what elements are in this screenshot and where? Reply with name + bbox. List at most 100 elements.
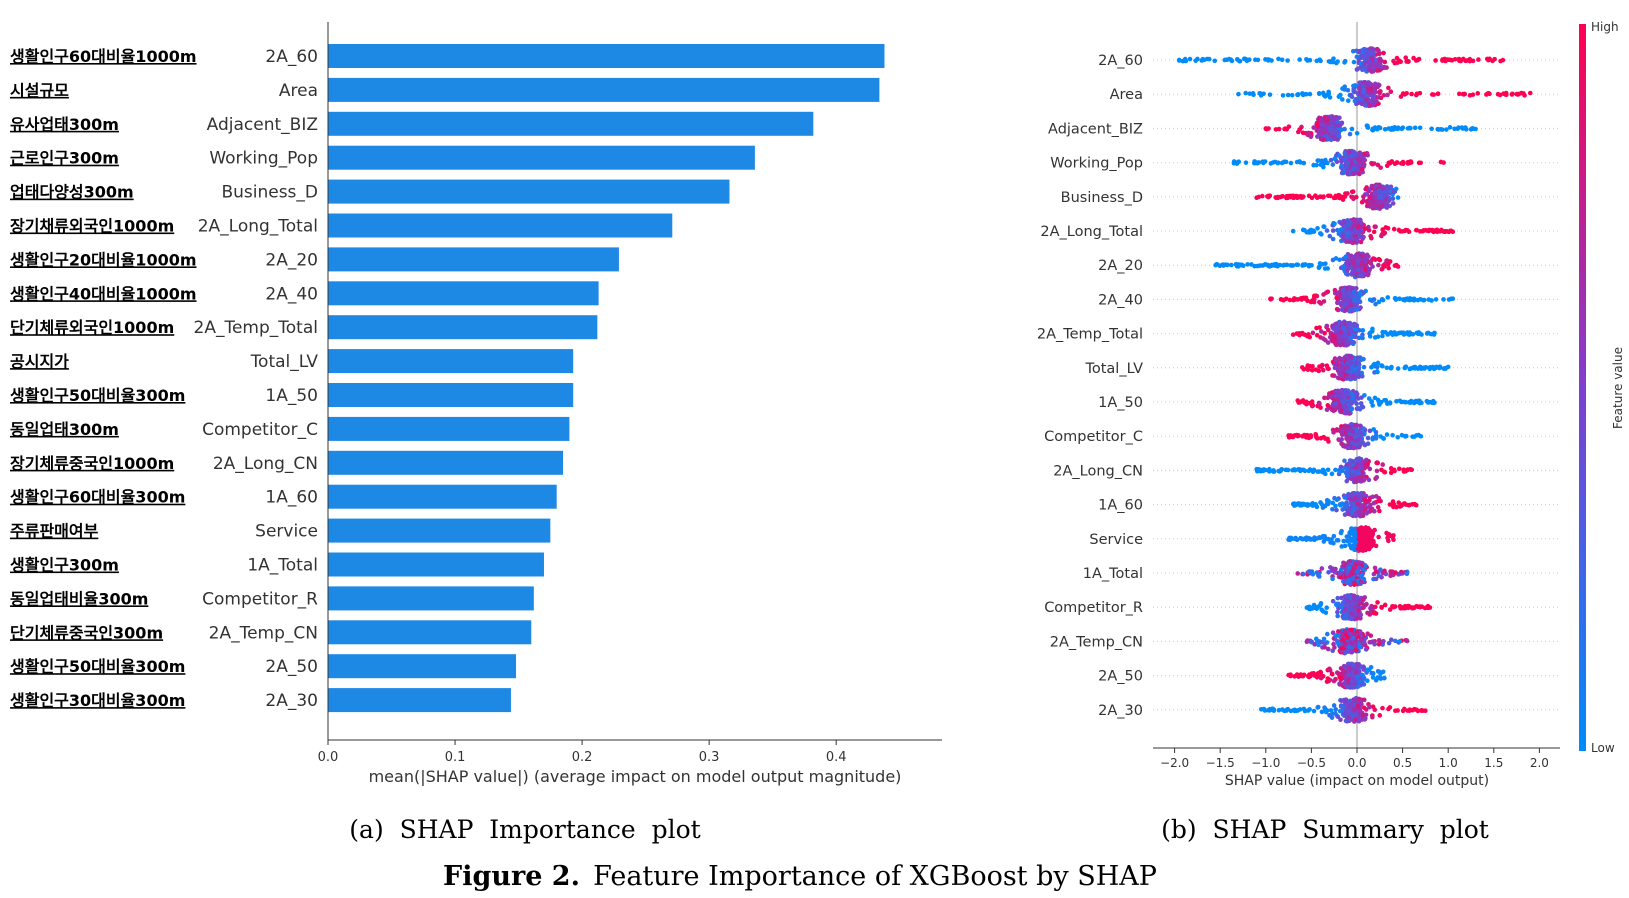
korean-feature-label: 장기채류외국인1000m	[10, 217, 174, 236]
importance-feature-label: 2A_Long_Total	[198, 217, 318, 237]
shap-dot	[1382, 193, 1388, 198]
shap-dot	[1353, 220, 1359, 225]
shap-dot	[1375, 202, 1381, 208]
shap-dot	[1424, 228, 1430, 233]
shap-dot	[1236, 91, 1241, 97]
shap-dot	[1326, 439, 1331, 444]
korean-feature-label: 업태다양성300m	[10, 183, 134, 202]
shap-dot	[1377, 125, 1383, 131]
shap-dot	[1350, 366, 1356, 372]
shap-dot	[1390, 467, 1395, 473]
shap-dot	[1356, 431, 1361, 436]
shap-dot	[1338, 502, 1343, 508]
shap-dot	[1349, 406, 1355, 412]
shap-dot	[1384, 163, 1390, 169]
shap-dot	[1365, 435, 1371, 441]
shap-dot	[1361, 539, 1367, 544]
shap-dot	[1388, 573, 1393, 579]
shap-dot	[1334, 306, 1340, 312]
shap-dot	[1329, 672, 1335, 677]
shap-dot	[1370, 606, 1376, 611]
shap-dot	[1311, 602, 1317, 608]
shap-dot	[1446, 297, 1452, 302]
shap-dot	[1334, 497, 1340, 503]
shap-dot	[1290, 228, 1296, 234]
shap-dot	[1351, 445, 1357, 451]
shap-dot	[1359, 220, 1364, 226]
shap-dot	[1475, 91, 1481, 96]
shap-dot	[1366, 271, 1371, 277]
shap-dot	[1497, 92, 1503, 98]
shap-dot	[1352, 89, 1358, 95]
shap-dot	[1365, 610, 1370, 616]
shap-dot	[1388, 159, 1394, 165]
shap-dot	[1349, 545, 1354, 551]
shap-dot	[1379, 574, 1384, 580]
shap-dot	[1345, 191, 1350, 196]
shap-dot	[1342, 404, 1347, 410]
shap-dot	[1337, 292, 1343, 298]
shap-dot	[1380, 462, 1386, 467]
shap-dot	[1367, 498, 1372, 503]
shap-dot	[1372, 256, 1377, 262]
shap-dot	[1327, 233, 1333, 239]
shap-dot	[1377, 56, 1383, 62]
shap-dot	[1345, 222, 1351, 227]
shap-dot	[1303, 296, 1309, 302]
shap-dot	[1333, 335, 1338, 341]
shap-dot	[1392, 263, 1398, 268]
shap-dot	[1324, 92, 1330, 98]
shap-dot	[1335, 227, 1340, 233]
shap-dot	[1386, 85, 1391, 91]
importance-bar	[328, 111, 814, 136]
shap-dot	[1176, 57, 1182, 63]
shap-dot	[1286, 435, 1292, 440]
shap-dot	[1357, 492, 1362, 498]
shap-dot	[1386, 532, 1392, 537]
shap-dot	[1344, 462, 1350, 467]
shap-dot	[1394, 398, 1399, 404]
shap-dot	[1339, 432, 1345, 437]
shap-dot	[1339, 528, 1344, 534]
shap-dot	[1306, 130, 1311, 136]
shap-dot	[1432, 365, 1438, 371]
shap-dot	[1332, 156, 1338, 161]
shap-dot	[1418, 366, 1424, 371]
shap-dot	[1352, 326, 1358, 332]
shap-dot	[1311, 228, 1316, 233]
shap-dot	[1380, 297, 1386, 303]
shap-dot	[1345, 230, 1351, 236]
shap-dot	[1358, 228, 1363, 233]
shap-dot	[1307, 334, 1313, 340]
shap-dot	[1379, 604, 1384, 610]
shap-dot	[1375, 68, 1380, 73]
shap-dot	[1350, 635, 1356, 641]
shap-dot	[1275, 160, 1281, 166]
importance-bar	[328, 416, 570, 441]
shap-dot	[1348, 321, 1353, 326]
shap-dot	[1296, 400, 1302, 405]
importance-feature-label: 2A_30	[265, 691, 318, 711]
shap-dot	[1318, 405, 1323, 410]
shap-dot	[1403, 55, 1409, 61]
shap-dot	[1470, 126, 1476, 131]
shap-dot	[1372, 508, 1377, 514]
shap-dot	[1404, 571, 1410, 577]
shap-dot	[1352, 98, 1358, 104]
shap-dot	[1350, 576, 1356, 582]
shap-dot	[1280, 263, 1286, 268]
shap-dot	[1355, 296, 1360, 301]
shap-dot	[1355, 546, 1361, 551]
shap-dot	[1344, 503, 1349, 509]
shap-dot	[1297, 57, 1302, 62]
shap-dot	[1333, 256, 1339, 261]
importance-x-tick-label: 0.4	[826, 750, 847, 765]
shap-dot	[1411, 55, 1416, 61]
shap-dot	[1335, 324, 1340, 330]
shap-dot	[1319, 640, 1325, 645]
shap-dot	[1364, 93, 1370, 99]
shap-dot	[1441, 297, 1446, 302]
shap-dot	[1295, 297, 1301, 302]
shap-dot	[1330, 236, 1336, 242]
shap-dot	[1390, 432, 1395, 438]
